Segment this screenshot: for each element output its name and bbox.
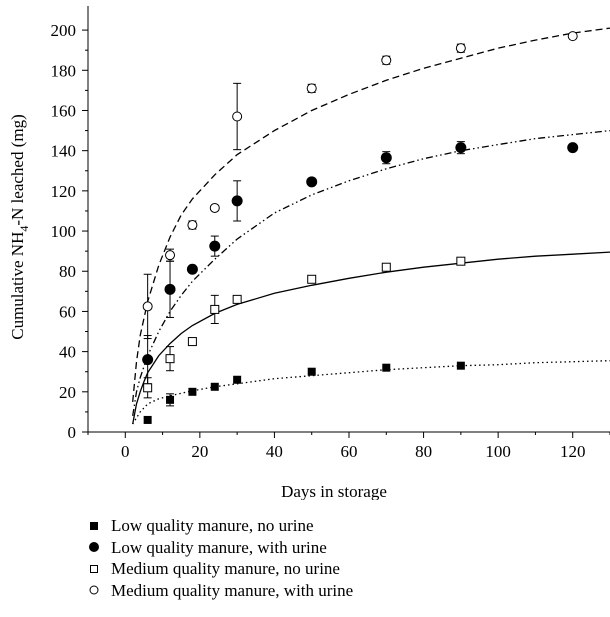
y-tick-label: 120: [51, 182, 77, 201]
data-point: [567, 31, 578, 42]
data-point: [232, 111, 243, 122]
x-tick-label: 80: [415, 442, 432, 461]
x-tick-label: 40: [266, 442, 283, 461]
legend-marker-icon: [90, 564, 98, 573]
data-point: [210, 382, 219, 391]
data-point: [567, 142, 579, 154]
y-tick-label: 140: [51, 142, 77, 161]
fit-curve: [132, 251, 610, 425]
data-point: [187, 220, 198, 231]
y-tick-label: 0: [68, 423, 77, 442]
y-tick-label: 200: [51, 21, 77, 40]
legend-item: Low quality manure, no urine: [88, 515, 353, 537]
fit-curve: [132, 27, 610, 402]
x-tick-label: 0: [121, 442, 130, 461]
data-point: [306, 83, 317, 94]
data-point: [455, 43, 466, 54]
data-point: [231, 195, 243, 207]
legend-marker-shape: [90, 564, 98, 573]
data-point: [142, 354, 154, 366]
data-point: [455, 142, 467, 154]
data-point: [165, 354, 175, 364]
legend-marker-icon: [90, 521, 98, 530]
data-point: [187, 337, 197, 347]
legend-item: Medium quality manure, with urine: [88, 580, 353, 602]
legend-item: Low quality manure, with urine: [88, 537, 353, 559]
y-tick-label: 180: [51, 61, 77, 80]
y-axis-label-main: Cumulative NH: [8, 232, 27, 340]
data-point: [209, 202, 220, 213]
legend-label: Low quality manure, no urine: [111, 516, 314, 535]
data-point: [382, 363, 391, 372]
y-tick-label: 160: [51, 101, 77, 120]
legend-item: Medium quality manure, no urine: [88, 558, 353, 580]
data-point: [381, 55, 392, 66]
y-tick-label: 60: [59, 302, 76, 321]
data-point: [307, 367, 316, 376]
data-point: [165, 250, 176, 261]
y-axis-label: Cumulative NH4-N leached (mg): [8, 114, 31, 340]
data-point: [210, 304, 220, 314]
y-axis-label-rest: -N leached (mg): [8, 114, 27, 225]
data-point: [233, 375, 242, 384]
legend-marker-icon: [89, 542, 99, 553]
data-point: [380, 152, 392, 164]
legend-marker-icon: [89, 585, 99, 595]
y-tick-label: 20: [59, 383, 76, 402]
y-tick-label: 100: [51, 222, 77, 241]
data-point: [143, 415, 152, 424]
data-point: [456, 256, 466, 266]
data-point: [166, 395, 175, 404]
data-point: [456, 361, 465, 370]
x-tick-label: 60: [341, 442, 358, 461]
legend-label: Medium quality manure, no urine: [111, 559, 340, 578]
legend-label: Medium quality manure, with urine: [111, 580, 354, 600]
data-point: [188, 387, 197, 396]
data-point: [186, 263, 198, 275]
y-axis-label-subscript: 4: [17, 226, 31, 232]
legend: Low quality manure, no urine Low quality …: [88, 515, 353, 601]
data-point: [142, 301, 153, 312]
x-tick-label: 120: [560, 442, 586, 461]
data-point: [232, 294, 242, 304]
data-markers: [142, 31, 579, 424]
legend-marker-shape: [90, 521, 98, 530]
chart: 0 20 40 60 80 100 120 140 160 180 200 0 20 40 60 80 100 1…: [8, 6, 610, 500]
fit-curve: [132, 360, 610, 425]
data-point: [306, 176, 318, 188]
x-tick-label: 20: [191, 442, 208, 461]
data-point: [143, 383, 153, 393]
legend-marker-shape: [89, 585, 99, 595]
legend-marker-shape: [89, 542, 99, 553]
y-tick-label: 40: [59, 343, 76, 362]
data-point: [209, 240, 221, 252]
y-tick-label: 80: [59, 262, 76, 281]
axes: 0 20 40 60 80 100 120 140 160 180 200 0 20 40 60 80 100 1…: [51, 6, 610, 461]
data-point: [381, 262, 391, 272]
fit-curve: [132, 129, 610, 417]
data-point: [164, 283, 176, 295]
legend-label: Low quality manure, with urine: [111, 537, 327, 557]
x-axis-label: Days in storage: [281, 482, 387, 500]
data-point: [307, 274, 317, 284]
x-tick-label: 100: [485, 442, 511, 461]
fit-curves: [132, 27, 610, 425]
